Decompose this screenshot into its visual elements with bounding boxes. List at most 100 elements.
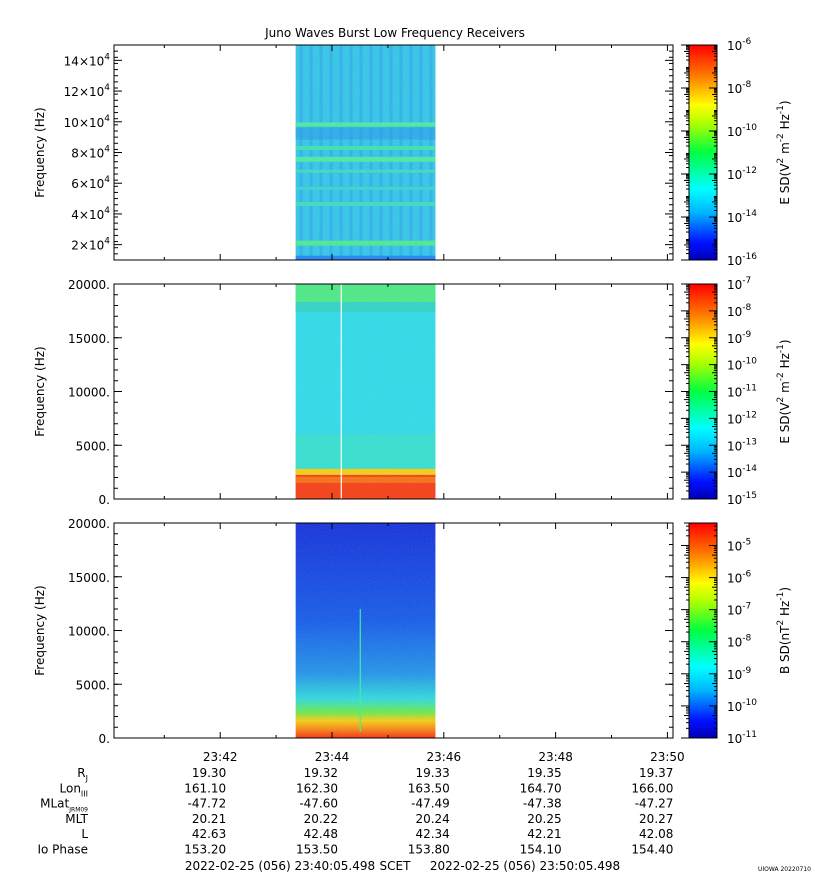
ephemeris-value: 153.20 <box>184 843 226 857</box>
y-tick-label: 8×104 <box>71 145 110 161</box>
x-tick-label: 23:42 <box>203 750 238 764</box>
y-axis-label: Frequency (Hz) <box>33 585 47 676</box>
ephemeris-value: 42.63 <box>192 827 226 841</box>
ephemeris-value: 42.21 <box>527 827 561 841</box>
ephemeris-value: 19.35 <box>527 766 561 780</box>
colorbar-label: E SD(V2 m-2 Hz-1) <box>776 339 792 443</box>
footer-start: 2022-02-25 (056) 23:40:05.498 <box>185 859 375 873</box>
panel-1: 2×104 4×104 6×104 8×104 10×104 12×104 14×104 Fr… <box>33 37 792 268</box>
y-tick-label: 5000. <box>76 678 110 692</box>
panel-3: 0. 5000. 10000. 15000. 20000. Frequency (Hz) 1… <box>33 517 792 746</box>
y-tick-label: 10000. <box>68 386 110 400</box>
panels-layer: 2×104 4×104 6×104 8×104 10×104 12×104 14×104 Fr… <box>33 37 792 746</box>
ephemeris-value: 20.22 <box>304 812 338 826</box>
ephemeris-value: 42.34 <box>415 827 449 841</box>
y-axis-label: Frequency (Hz) <box>33 107 47 198</box>
colorbar-tick-label: 10-6 <box>727 37 752 53</box>
colorbar-tick-label: 10-6 <box>727 570 752 586</box>
footer-end: 2022-02-25 (056) 23:50:05.498 <box>430 859 620 873</box>
colorbar-tick-label: 10-14 <box>727 464 757 480</box>
ephemeris-value: 42.48 <box>304 827 338 841</box>
colorbar-tick-label: 10-11 <box>727 730 757 746</box>
ephemeris-value: 20.25 <box>527 812 561 826</box>
ephemeris-label: MLT <box>65 812 88 826</box>
spectrogram-data-3 <box>295 523 436 738</box>
colorbar-tick-label: 10-8 <box>727 80 752 96</box>
colorbar-tick-label: 10-7 <box>727 276 751 292</box>
y-axis-label: Frequency (Hz) <box>33 346 47 437</box>
ephemeris-value: 19.30 <box>192 766 226 780</box>
ephemeris-table: 23:42 23:44 23:46 23:48 23:50 RJ 19.30 19.32 19.… <box>37 750 684 857</box>
y-tick-label: 20000. <box>68 517 110 531</box>
colorbar-tick-label: 10-10 <box>727 123 757 139</box>
colorbar-tick-label: 10-8 <box>727 634 752 650</box>
ephemeris-label: LonIII <box>60 781 89 798</box>
ephemeris-value: -47.72 <box>188 797 227 811</box>
panel-2: 0. 5000. 10000. 15000. 20000. Frequency (Hz) 1… <box>33 276 792 507</box>
spectrogram-data-2 <box>295 284 436 499</box>
colorbar-tick-label: 10-11 <box>727 384 757 400</box>
ephemeris-value: 20.24 <box>415 812 449 826</box>
colorbar-tick-label: 10-12 <box>727 166 757 182</box>
colorbar-tick-label: 10-16 <box>727 252 757 268</box>
y-tick-label: 14×104 <box>64 52 111 68</box>
colorbar-tick-label: 10-10 <box>727 357 757 373</box>
footer-scet: SCET <box>380 859 412 873</box>
colorbar-tick-label: 10-9 <box>727 330 752 346</box>
y-tick-label: 15000. <box>68 571 110 585</box>
ephemeris-value: 154.40 <box>631 843 673 857</box>
colorbar-label: B SD(nT2 Hz-1) <box>776 587 792 674</box>
ephemeris-value: 19.32 <box>304 766 338 780</box>
x-tick-label: 23:50 <box>650 750 685 764</box>
y-tick-label: 0. <box>99 493 110 507</box>
spectrogram-data-1 <box>295 45 436 260</box>
ephemeris-value: 42.08 <box>639 827 673 841</box>
y-tick-label: 15000. <box>68 332 110 346</box>
ephemeris-label: L <box>81 827 88 841</box>
colorbar <box>688 522 718 739</box>
ephemeris-value: 153.80 <box>408 843 450 857</box>
y-tick-label: 6×104 <box>71 175 110 191</box>
ephemeris-value: -47.27 <box>635 797 674 811</box>
ephemeris-label: MLatJRM09 <box>40 797 88 814</box>
ephemeris-value: 164.70 <box>520 781 562 795</box>
ephemeris-value: 161.10 <box>184 781 226 795</box>
chart-title: Juno Waves Burst Low Frequency Receivers <box>264 26 525 40</box>
ephemeris-value: 19.37 <box>639 766 673 780</box>
y-tick-label: 20000. <box>68 278 110 292</box>
ephemeris-value: 163.50 <box>408 781 450 795</box>
credit-label: UIOWA 20220710 <box>757 866 811 873</box>
x-tick-label: 23:48 <box>538 750 573 764</box>
ephemeris-value: -47.49 <box>411 797 450 811</box>
colorbar <box>688 44 718 261</box>
ephemeris-value: 20.27 <box>639 812 673 826</box>
colorbar-tick-label: 10-9 <box>727 666 752 682</box>
y-tick-label: 10000. <box>68 625 110 639</box>
x-tick-label: 23:46 <box>427 750 462 764</box>
y-tick-label: 5000. <box>76 439 110 453</box>
ephemeris-value: 19.33 <box>415 766 449 780</box>
colorbar-tick-label: 10-10 <box>727 698 757 714</box>
ephemeris-label: RJ <box>77 766 88 783</box>
ephemeris-label: Io Phase <box>37 843 88 857</box>
colorbar-tick-label: 10-12 <box>727 410 757 426</box>
colorbar-tick-label: 10-15 <box>727 491 757 507</box>
ephemeris-value: 154.10 <box>520 843 562 857</box>
ephemeris-value: 162.30 <box>296 781 338 795</box>
y-tick-label: 12×104 <box>64 83 111 99</box>
colorbar-tick-label: 10-14 <box>727 209 757 225</box>
ephemeris-value: 20.21 <box>192 812 226 826</box>
y-tick-label: 0. <box>99 732 110 746</box>
x-tick-label: 23:44 <box>315 750 350 764</box>
y-tick-label: 4×104 <box>71 206 110 222</box>
ephemeris-value: 166.00 <box>631 781 673 795</box>
ephemeris-value: 153.50 <box>296 843 338 857</box>
colorbar-tick-label: 10-5 <box>727 537 751 553</box>
ephemeris-value: -47.60 <box>299 797 338 811</box>
colorbar-tick-label: 10-7 <box>727 602 751 618</box>
ephemeris-value: -47.38 <box>523 797 562 811</box>
y-tick-label: 2×104 <box>71 237 110 253</box>
y-tick-label: 10×104 <box>64 114 111 130</box>
colorbar-tick-label: 10-13 <box>727 437 757 453</box>
